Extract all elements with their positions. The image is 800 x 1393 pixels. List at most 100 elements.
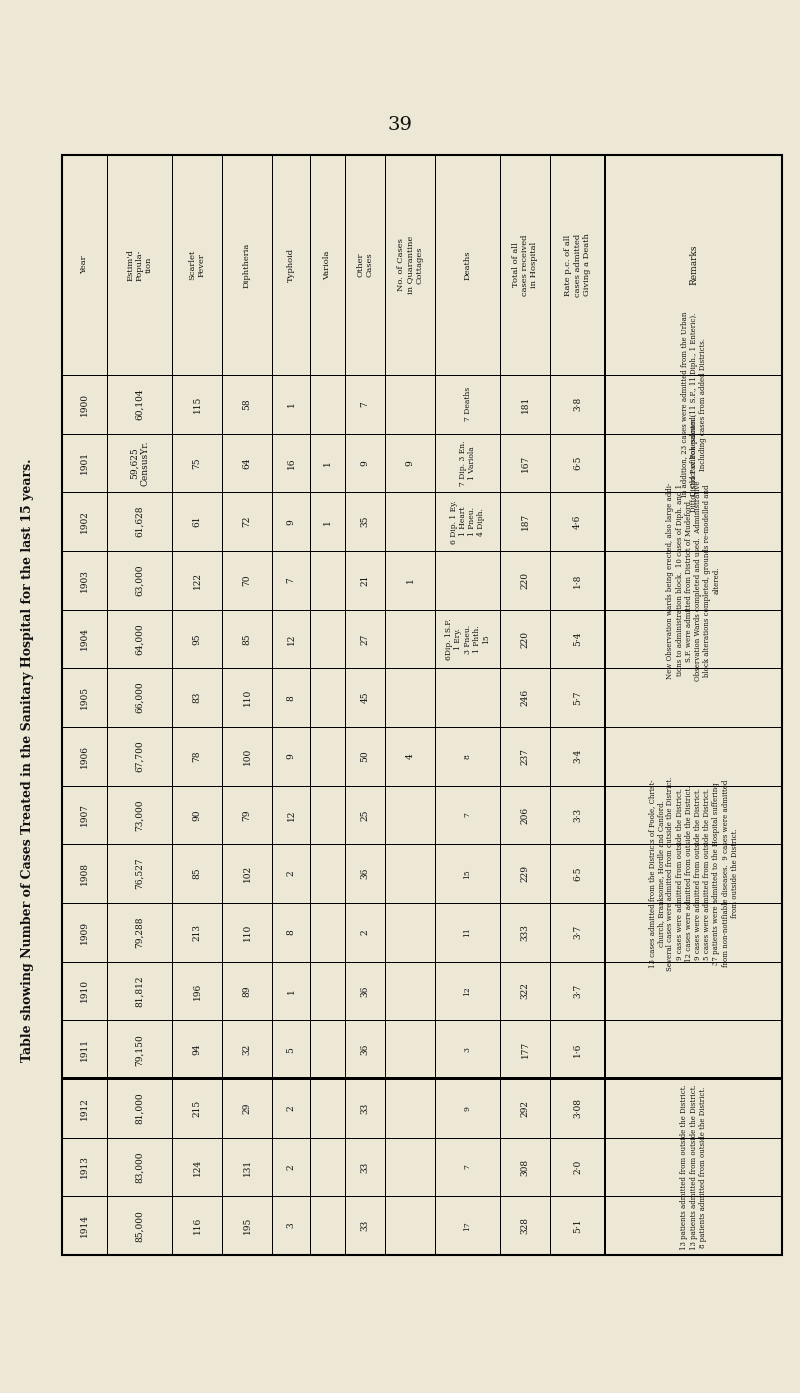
Text: 116: 116 xyxy=(193,1217,202,1234)
Text: Rate p.c. of all
cases admitted
Giving a Death: Rate p.c. of all cases admitted Giving a… xyxy=(564,234,590,297)
Bar xyxy=(435,1197,500,1255)
Text: 5·4: 5·4 xyxy=(573,632,582,646)
Bar xyxy=(605,1197,782,1255)
Text: 102: 102 xyxy=(242,865,251,882)
Text: 3·7: 3·7 xyxy=(573,925,582,939)
Text: Diphtheria: Diphtheria xyxy=(243,242,251,287)
Text: 206: 206 xyxy=(521,807,530,823)
Text: 12: 12 xyxy=(463,986,471,996)
Bar xyxy=(107,375,172,433)
Bar xyxy=(222,155,272,375)
Text: 7: 7 xyxy=(286,578,295,584)
Bar xyxy=(222,1138,272,1197)
Text: 2·0: 2·0 xyxy=(573,1160,582,1174)
Bar xyxy=(272,375,310,433)
Text: 1: 1 xyxy=(323,518,332,525)
Bar xyxy=(222,1020,272,1080)
Bar xyxy=(107,492,172,552)
Text: 13 cases admitted from the Districts of Poole, Christ-
church, Branksome, Hordle: 13 cases admitted from the Districts of … xyxy=(648,776,739,971)
Text: 220: 220 xyxy=(521,573,530,589)
Text: 1908: 1908 xyxy=(80,862,89,885)
Bar xyxy=(605,155,782,375)
Text: 1·6: 1·6 xyxy=(573,1042,582,1057)
Text: 3·4: 3·4 xyxy=(573,749,582,763)
Bar xyxy=(345,727,385,786)
Text: 213: 213 xyxy=(193,924,202,940)
Text: 9: 9 xyxy=(286,518,295,525)
Text: 78: 78 xyxy=(193,751,202,762)
Text: 2: 2 xyxy=(286,1165,295,1170)
Bar xyxy=(310,155,345,375)
Bar xyxy=(107,1138,172,1197)
Text: Total of all
cases received
in Hospital: Total of all cases received in Hospital xyxy=(512,234,538,295)
Text: 64: 64 xyxy=(242,457,251,469)
Bar xyxy=(272,1020,310,1080)
Text: 35: 35 xyxy=(361,515,370,528)
Bar xyxy=(550,961,605,1020)
Bar xyxy=(500,375,550,433)
Text: 100: 100 xyxy=(242,748,251,765)
Bar xyxy=(62,903,107,961)
Text: 85: 85 xyxy=(193,868,202,879)
Text: 81,812: 81,812 xyxy=(135,975,144,1007)
Bar xyxy=(500,844,550,903)
Bar xyxy=(550,727,605,786)
Text: 1914: 1914 xyxy=(80,1215,89,1237)
Text: 1: 1 xyxy=(286,988,295,993)
Text: 9: 9 xyxy=(463,1106,471,1110)
Text: 5·7: 5·7 xyxy=(573,691,582,705)
Text: 1904: 1904 xyxy=(80,627,89,651)
Bar xyxy=(605,903,782,961)
Bar xyxy=(345,961,385,1020)
Bar xyxy=(500,155,550,375)
Bar xyxy=(345,1138,385,1197)
Text: 3·08: 3·08 xyxy=(573,1098,582,1119)
Bar xyxy=(500,433,550,492)
Bar xyxy=(550,786,605,844)
Text: 61: 61 xyxy=(193,515,202,528)
Bar xyxy=(385,433,435,492)
Text: 1911: 1911 xyxy=(80,1038,89,1061)
Bar xyxy=(310,610,345,669)
Bar xyxy=(345,844,385,903)
Text: 17: 17 xyxy=(463,1220,471,1230)
Text: 124: 124 xyxy=(193,1159,202,1176)
Text: 16: 16 xyxy=(286,457,295,469)
Text: 21: 21 xyxy=(361,575,370,586)
Bar xyxy=(605,1138,782,1197)
Text: Estim'd
Popula-
tion: Estim'd Popula- tion xyxy=(126,249,153,281)
Bar xyxy=(107,727,172,786)
Bar xyxy=(385,610,435,669)
Text: 64,000: 64,000 xyxy=(135,623,144,655)
Text: Variola: Variola xyxy=(323,251,331,280)
Bar xyxy=(385,961,435,1020)
Bar xyxy=(222,727,272,786)
Text: Year: Year xyxy=(81,256,89,274)
Text: 167: 167 xyxy=(521,454,530,472)
Text: In addition, 23 cases were admitted from the Urban
District of Pokesdown (11 S.F: In addition, 23 cases were admitted from… xyxy=(680,312,706,497)
Bar xyxy=(605,844,782,903)
Text: 73,000: 73,000 xyxy=(135,800,144,830)
Bar xyxy=(62,1138,107,1197)
Bar xyxy=(107,552,172,610)
Bar xyxy=(172,727,222,786)
Bar xyxy=(310,1197,345,1255)
Bar xyxy=(107,1197,172,1255)
Bar xyxy=(435,1080,500,1138)
Text: 215: 215 xyxy=(193,1099,202,1117)
Text: 11: 11 xyxy=(463,928,471,937)
Text: 1900: 1900 xyxy=(80,393,89,417)
Bar xyxy=(604,155,606,1255)
Bar xyxy=(385,155,435,375)
Bar xyxy=(500,1020,550,1080)
Bar xyxy=(107,669,172,727)
Bar xyxy=(605,1020,782,1080)
Text: 3: 3 xyxy=(463,1048,471,1052)
Text: 292: 292 xyxy=(521,1100,530,1117)
Text: 1905: 1905 xyxy=(80,687,89,709)
Text: 39: 39 xyxy=(387,116,413,134)
Bar xyxy=(172,1197,222,1255)
Bar xyxy=(500,903,550,961)
Text: Deaths: Deaths xyxy=(463,251,471,280)
Text: 3·3: 3·3 xyxy=(573,808,582,822)
